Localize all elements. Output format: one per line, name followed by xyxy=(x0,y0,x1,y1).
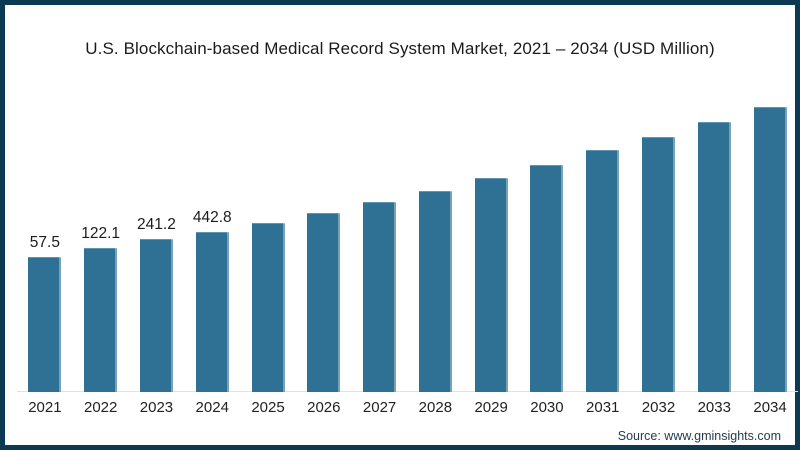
x-axis-label: 2033 xyxy=(697,399,731,416)
plot-area: 57.5 2021 122.1 2022 241.2 2023 442.8 2024 2025 2… xyxy=(17,65,798,417)
bar-column: 2026 xyxy=(296,65,352,417)
bar-column: 2033 xyxy=(686,65,742,417)
bar-column: 2032 xyxy=(631,65,687,417)
bar-2033 xyxy=(697,122,731,392)
bar-2023 xyxy=(139,239,173,392)
x-axis-label: 2026 xyxy=(307,399,341,416)
bar-column: 2028 xyxy=(407,65,463,417)
bar-2034 xyxy=(753,107,787,392)
bar-column: 57.5 2021 xyxy=(17,65,73,417)
bar-2025 xyxy=(251,223,285,392)
bar-2026 xyxy=(307,213,341,392)
x-axis-label: 2021 xyxy=(28,399,62,416)
bar-2021 xyxy=(28,257,62,392)
bar-column: 2027 xyxy=(352,65,408,417)
x-axis-label: 2025 xyxy=(251,399,285,416)
bar-column: 241.2 2023 xyxy=(129,65,185,417)
bar-2027 xyxy=(363,202,397,392)
bar-2031 xyxy=(586,150,620,392)
bar-2030 xyxy=(530,165,564,392)
x-axis-label: 2029 xyxy=(474,399,508,416)
bar-column: 2029 xyxy=(463,65,519,417)
bar-2022 xyxy=(84,248,118,392)
x-axis-label: 2030 xyxy=(530,399,564,416)
bar-2024 xyxy=(195,232,229,392)
x-axis-label: 2031 xyxy=(586,399,620,416)
chart-title: U.S. Blockchain-based Medical Record Sys… xyxy=(85,39,715,58)
bar-column: 122.1 2022 xyxy=(73,65,129,417)
bar-2032 xyxy=(641,137,675,392)
x-axis-label: 2032 xyxy=(641,399,676,416)
x-axis-label: 2022 xyxy=(83,399,118,416)
bar-value-label: 241.2 xyxy=(137,216,176,233)
bar-column: 2025 xyxy=(240,65,296,417)
x-axis-label: 2027 xyxy=(362,399,397,416)
bar-2028 xyxy=(418,191,452,392)
bar-column: 2031 xyxy=(575,65,631,417)
x-axis-label: 2028 xyxy=(418,399,453,416)
bar-column: 2030 xyxy=(519,65,575,417)
bar-column: 2034 xyxy=(742,65,798,417)
x-axis-label: 2023 xyxy=(139,399,174,416)
bar-2029 xyxy=(474,178,508,392)
bar-value-label: 442.8 xyxy=(192,209,232,226)
x-axis-label: 2034 xyxy=(753,399,787,416)
x-axis-line xyxy=(17,391,798,392)
x-axis-label: 2024 xyxy=(195,399,229,416)
bar-column: 442.8 2024 xyxy=(184,65,240,417)
source-text: Source: www.gminsights.com xyxy=(617,429,781,443)
bar-value-label: 122.1 xyxy=(81,225,121,242)
bar-value-label: 57.5 xyxy=(29,234,60,251)
